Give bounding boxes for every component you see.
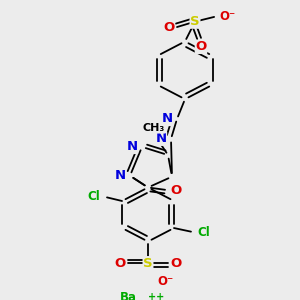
Text: Cl: Cl — [88, 190, 100, 203]
Text: O: O — [164, 20, 175, 34]
Text: O⁻: O⁻ — [219, 10, 235, 23]
Text: N: N — [155, 132, 167, 145]
Text: ++: ++ — [148, 292, 164, 300]
Text: O: O — [114, 257, 126, 270]
Text: Ba: Ba — [119, 291, 136, 300]
Text: CH₃: CH₃ — [143, 123, 165, 133]
Text: N: N — [114, 169, 126, 182]
Text: N: N — [161, 112, 172, 125]
Text: O⁻: O⁻ — [157, 275, 173, 288]
Text: O: O — [170, 184, 182, 197]
Text: O: O — [195, 40, 207, 53]
Text: N: N — [126, 140, 138, 153]
Text: Cl: Cl — [198, 226, 210, 239]
Text: S: S — [190, 15, 200, 28]
Text: O: O — [170, 257, 182, 270]
Text: S: S — [143, 257, 153, 270]
